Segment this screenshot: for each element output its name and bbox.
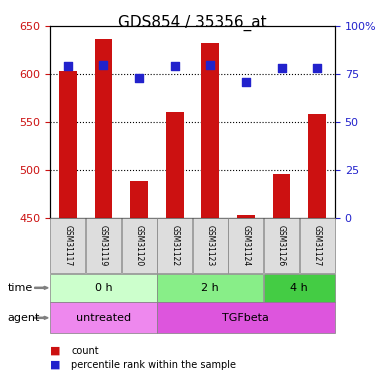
Text: GSM31122: GSM31122: [170, 225, 179, 266]
Text: 2 h: 2 h: [201, 283, 219, 293]
Text: ■: ■: [50, 346, 60, 355]
Text: untreated: untreated: [76, 313, 131, 323]
Bar: [273, 174, 290, 217]
Text: agent: agent: [8, 313, 40, 323]
Text: count: count: [71, 346, 99, 355]
Text: GSM31126: GSM31126: [277, 225, 286, 266]
Bar: [130, 181, 148, 218]
Point: [172, 63, 178, 69]
Text: GDS854 / 35356_at: GDS854 / 35356_at: [118, 15, 267, 31]
Bar: [95, 39, 112, 218]
Text: ■: ■: [50, 360, 60, 369]
Text: time: time: [8, 283, 33, 293]
Text: 0 h: 0 h: [95, 283, 112, 293]
Text: 4 h: 4 h: [290, 283, 308, 293]
Text: GSM31120: GSM31120: [135, 225, 144, 266]
Point: [243, 79, 249, 85]
Text: percentile rank within the sample: percentile rank within the sample: [71, 360, 236, 369]
Point: [278, 65, 285, 71]
Point: [314, 65, 320, 71]
Bar: [201, 42, 219, 218]
Text: GSM31124: GSM31124: [241, 225, 250, 266]
Bar: [166, 112, 184, 218]
Text: GSM31117: GSM31117: [64, 225, 72, 266]
Point: [100, 62, 107, 68]
Text: TGFbeta: TGFbeta: [223, 313, 270, 323]
Bar: [237, 214, 255, 217]
Bar: [59, 71, 77, 217]
Point: [207, 62, 213, 68]
Text: GSM31123: GSM31123: [206, 225, 215, 266]
Text: GSM31119: GSM31119: [99, 225, 108, 266]
Point: [136, 75, 142, 81]
Point: [65, 63, 71, 69]
Text: GSM31127: GSM31127: [313, 225, 321, 266]
Bar: [308, 114, 326, 218]
